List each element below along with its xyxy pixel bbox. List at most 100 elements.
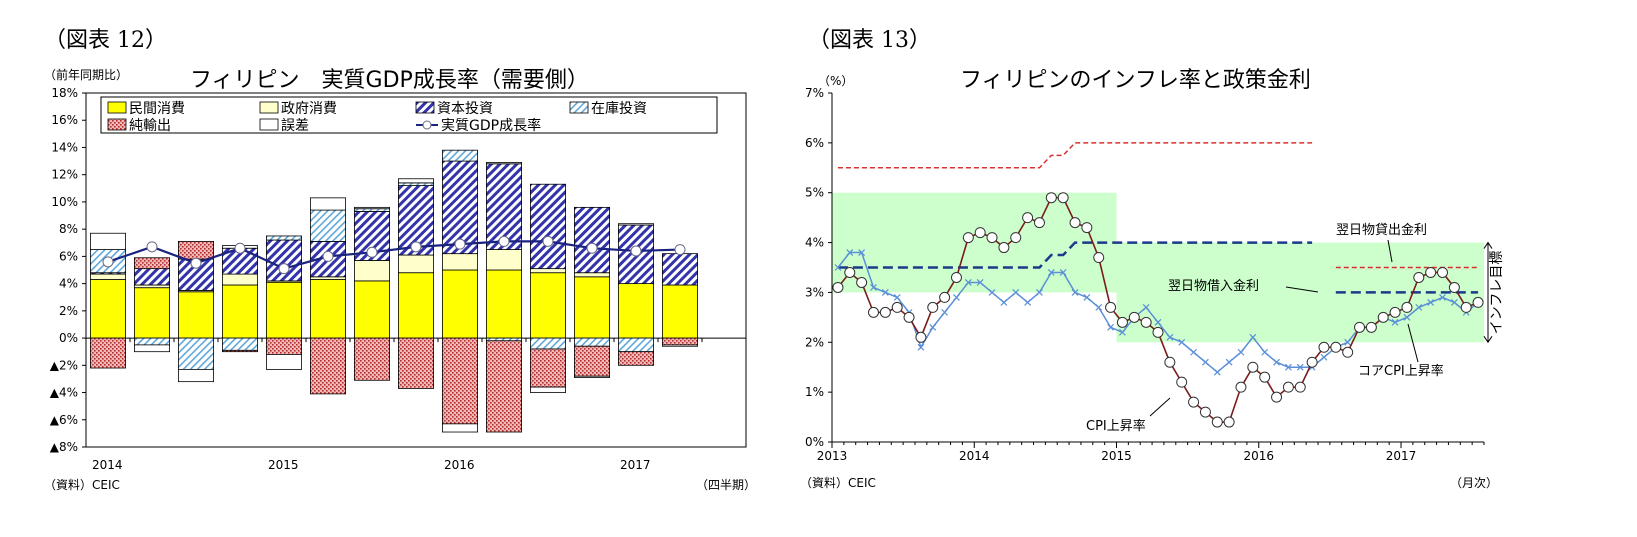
- right-year-label: 2014: [959, 449, 990, 463]
- bar-inventory: [485, 337, 522, 342]
- right-year-label: 2017: [1386, 449, 1417, 463]
- core-cpi-point: [1284, 363, 1292, 371]
- cpi-point: [1116, 316, 1128, 328]
- core-cpi-point: [1071, 289, 1079, 296]
- core-cpi-point: [1166, 333, 1174, 341]
- left-ytick-label: 6%: [59, 249, 78, 263]
- right-year-label: 2015: [1101, 449, 1132, 463]
- right-unit-label: （%）: [818, 74, 854, 88]
- left-ytick-label: 10%: [51, 195, 78, 209]
- core-cpi-point: [1154, 318, 1162, 326]
- bar-inventory: [353, 208, 390, 212]
- bar-investment: [530, 183, 567, 270]
- bar-consumption: [177, 291, 214, 339]
- core-cpi-point: [1142, 303, 1150, 311]
- cpi-point: [1057, 192, 1069, 204]
- gdp-growth-point: [542, 235, 554, 247]
- cpi-point: [1389, 306, 1401, 318]
- bar-net-exports: [485, 340, 522, 433]
- left-ytick-label: ▲6%: [50, 413, 78, 427]
- left-ytick-label: 16%: [51, 113, 78, 127]
- cpi-point: [1259, 371, 1271, 383]
- bar-net-exports: [530, 348, 567, 388]
- left-ytick-label: 2%: [59, 304, 78, 318]
- bar-consumption: [353, 280, 390, 339]
- bar-government: [133, 284, 170, 289]
- gdp-growth-point: [322, 250, 334, 262]
- gdp-growth-point: [410, 241, 422, 253]
- bar-investment: [662, 253, 699, 286]
- bar-error: [133, 344, 170, 353]
- left-figure-label: （図表 12）: [44, 28, 167, 53]
- cpi-point: [1045, 192, 1057, 204]
- target-bracket-arrow-bottom: [1483, 336, 1493, 344]
- bar-inventory: [265, 235, 302, 241]
- cpi-point: [1247, 361, 1259, 373]
- core-cpi-point: [1249, 333, 1257, 341]
- right-ytick-label: 3%: [805, 285, 824, 299]
- annotation-lending-arrow: [1387, 239, 1393, 263]
- core-cpi-point: [893, 293, 901, 301]
- core-cpi-point: [1427, 298, 1435, 306]
- core-cpi-point: [964, 279, 972, 286]
- left-legend-label: 政府消費: [281, 101, 337, 117]
- gdp-growth-line: [107, 240, 681, 270]
- core-cpi-point: [1213, 368, 1221, 376]
- annotation-inflation-target: インフレ目標: [1489, 251, 1505, 335]
- cpi-point: [962, 232, 974, 244]
- left-legend-swatch: [107, 118, 127, 131]
- cpi-point: [1425, 266, 1437, 278]
- annotation-cpi: CPI上昇率: [1086, 418, 1146, 434]
- left-legend-swatch: [415, 101, 435, 114]
- gdp-growth-point: [674, 244, 686, 256]
- left-year-label: 2014: [92, 458, 123, 472]
- bar-error: [90, 232, 127, 250]
- gdp-growth-point: [630, 245, 642, 257]
- cpi-point: [950, 271, 962, 283]
- bar-error: [177, 368, 214, 383]
- left-unit-label: （前年同期比）: [44, 68, 129, 82]
- cpi-point: [1413, 271, 1425, 283]
- cpi-point: [891, 301, 903, 313]
- bar-investment: [485, 163, 522, 250]
- annotation-lending-rate: 翌日物貸出金利: [1336, 222, 1427, 238]
- bar-consumption: [441, 269, 478, 339]
- core-cpi-point: [1107, 323, 1115, 331]
- left-legend-label: 純輸出: [129, 118, 171, 134]
- cpi-point: [1164, 356, 1176, 368]
- left-ytick-label: ▲2%: [50, 358, 78, 372]
- bar-government: [353, 260, 390, 282]
- cpi-point: [915, 331, 927, 343]
- cpi-point: [1354, 321, 1366, 333]
- annotation-core-cpi: コアCPI上昇率: [1358, 363, 1444, 379]
- core-cpi-point: [1083, 293, 1091, 301]
- core-cpi-point: [1047, 269, 1055, 276]
- bar-net-exports: [221, 349, 258, 353]
- core-cpi-point: [1344, 338, 1352, 346]
- cpi-point: [986, 232, 998, 244]
- core-cpi-point: [1391, 318, 1399, 326]
- gdp-growth-point: [498, 235, 510, 247]
- cpi-point: [1282, 381, 1294, 393]
- core-cpi-point: [1095, 303, 1103, 311]
- bar-consumption: [485, 269, 522, 339]
- core-cpi-point: [1450, 298, 1458, 306]
- left-ytick-label: 18%: [51, 86, 78, 100]
- core-cpi-point: [1403, 313, 1411, 321]
- bar-consumption: [397, 272, 434, 339]
- bar-inventory: [177, 337, 214, 370]
- core-cpi-point: [1273, 358, 1280, 366]
- core-cpi-point: [1296, 363, 1304, 371]
- right-ytick-label: 1%: [805, 385, 824, 399]
- left-year-label: 2016: [444, 458, 475, 472]
- core-cpi-point: [834, 264, 842, 271]
- bar-net-exports: [353, 337, 390, 381]
- bar-consumption: [309, 279, 346, 339]
- bar-error: [618, 223, 655, 226]
- right-ytick-label: 2%: [805, 335, 824, 349]
- bar-consumption: [530, 272, 567, 339]
- right-year-label: 2013: [817, 449, 848, 463]
- bar-government: [90, 273, 127, 280]
- left-legend-swatch: [107, 101, 127, 114]
